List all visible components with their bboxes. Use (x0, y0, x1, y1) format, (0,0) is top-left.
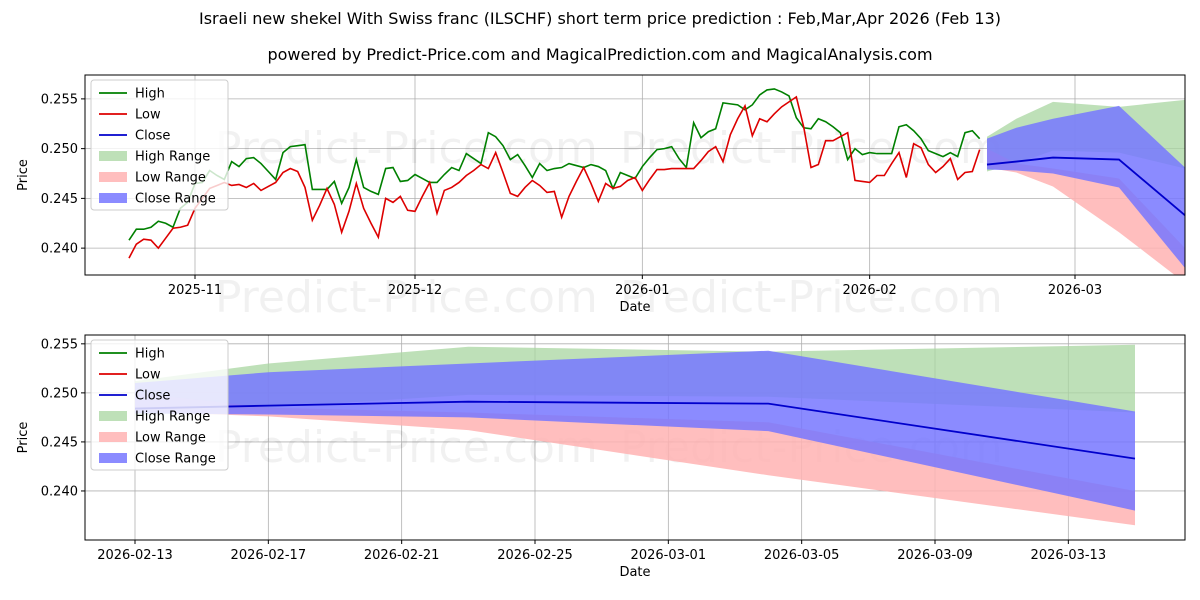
bottom-ytick-label-2: 0.250 (41, 386, 78, 401)
top-legend-swatch-low-range (99, 172, 127, 182)
bottom-legend-swatch-high-range (99, 411, 127, 421)
top-legend-label-close: Close (135, 129, 170, 144)
top-legend-swatch-high-range (99, 151, 127, 161)
top-watermark-0: Predict-Price.com (215, 123, 598, 174)
bottom-xtick-label-2: 2026-02-21 (364, 548, 440, 563)
top-watermark-2: Predict-Price.com (215, 272, 598, 323)
bottom-legend-label-low: Low (135, 368, 161, 383)
chart-subtitle: powered by Predict-Price.com and Magical… (267, 45, 933, 64)
top-ytick-label-3: 0.255 (41, 92, 78, 107)
bottom-legend-label-close-range: Close Range (135, 452, 216, 467)
bottom-axes-frame (84, 334, 1186, 541)
bottom-legend-label-high: High (135, 347, 165, 362)
top-legend-label-close-range: Close Range (135, 192, 216, 207)
bottom-legend-swatch-low-range (99, 432, 127, 442)
bottom-legend-swatch-close-range (99, 453, 127, 463)
bottom-ytick-label-1: 0.245 (41, 435, 78, 450)
top-xtick-label-4: 2026-03 (1048, 283, 1102, 298)
bottom-legend-label-close: Close (135, 389, 170, 404)
bottom-legend: High Low Close High Range Low Range Close Ran… (90, 339, 229, 471)
bottom-legend-label-high-range: High Range (135, 410, 210, 425)
bottom-yaxis-label: Price (16, 422, 31, 454)
top-xtick-label-3: 2026-02 (843, 283, 897, 298)
bottom-xtick-label-3: 2026-02-25 (497, 548, 573, 563)
bottom-close-range-band (135, 350, 1135, 511)
top-xaxis-label: Date (619, 300, 650, 315)
bottom-xtick-label-4: 2026-03-01 (631, 548, 707, 563)
top-low-range-band (987, 148, 1185, 275)
top-ytick-label-2: 0.250 (41, 142, 78, 157)
bottom-xtick-label-1: 2026-02-17 (231, 548, 307, 563)
top-close-range-band (987, 105, 1185, 269)
top-yaxis-label: Price (16, 159, 31, 191)
top-xtick-label-0: 2025-11 (168, 283, 222, 298)
top-legend-label-low-range: Low Range (135, 171, 206, 186)
top-legend-label-high-range: High Range (135, 150, 210, 165)
top-high-line (128, 88, 981, 241)
top-axes-frame (84, 74, 1186, 276)
bottom-xtick-label-7: 2026-03-13 (1031, 548, 1107, 563)
bottom-ytick-label-3: 0.255 (41, 337, 78, 352)
top-xtick-label-1: 2025-12 (388, 283, 442, 298)
top-plot-area (128, 88, 1185, 275)
top-xtick-label-2: 2026-01 (615, 283, 669, 298)
top-legend-label-high: High (135, 87, 165, 102)
bottom-ytick-label-0: 0.240 (41, 484, 78, 499)
bottom-legend-label-low-range: Low Range (135, 431, 206, 446)
top-ytick-label-1: 0.245 (41, 192, 78, 207)
bottom-xaxis-label: Date (619, 565, 650, 580)
top-watermark-3: Predict-Price.com (620, 272, 1003, 323)
top-legend-swatch-close-range (99, 193, 127, 203)
bottom-plot-area (134, 344, 1136, 526)
bottom-xtick-label-5: 2026-03-05 (764, 548, 840, 563)
bottom-xtick-label-6: 2026-03-09 (897, 548, 973, 563)
top-low-line (128, 95, 981, 259)
top-ytick-label-0: 0.240 (41, 242, 78, 257)
top-close-line (986, 156, 1185, 216)
bottom-xtick-label-0: 2026-02-13 (97, 548, 173, 563)
chart-title: Israeli new shekel With Swiss franc (ILS… (198, 9, 1001, 28)
top-legend-label-low: Low (135, 108, 161, 123)
top-legend: High Low Close High Range Low Range Close Ran… (90, 79, 229, 211)
